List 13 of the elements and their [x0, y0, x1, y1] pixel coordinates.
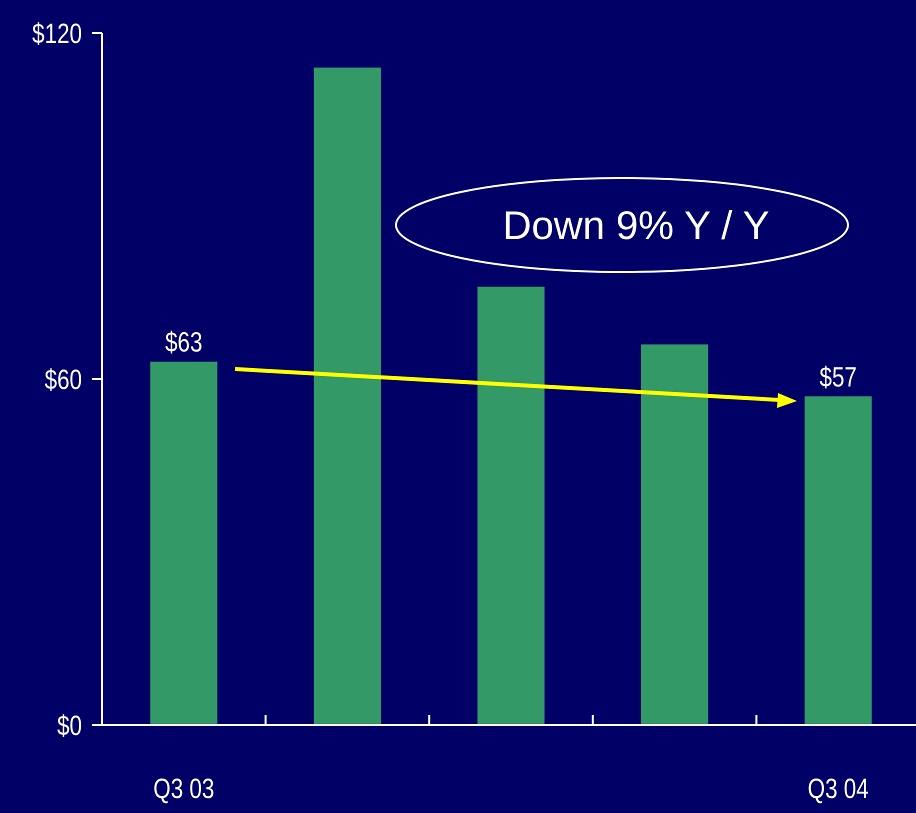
annotation: Down 9% Y / Y — [502, 204, 770, 248]
data-label: $63 — [165, 327, 202, 358]
x-tick-label: Q3 04 — [808, 774, 869, 805]
bar — [477, 286, 545, 725]
y-tick-label: $60 — [44, 364, 82, 396]
x-tick-label: Q3 03 — [153, 774, 214, 805]
data-label: $57 — [820, 362, 857, 393]
bar — [314, 68, 381, 725]
bar — [804, 396, 872, 725]
y-tick-label: $0 — [57, 710, 82, 742]
bar — [641, 344, 708, 725]
y-tick-label: $120 — [32, 18, 82, 50]
bar — [150, 362, 218, 725]
